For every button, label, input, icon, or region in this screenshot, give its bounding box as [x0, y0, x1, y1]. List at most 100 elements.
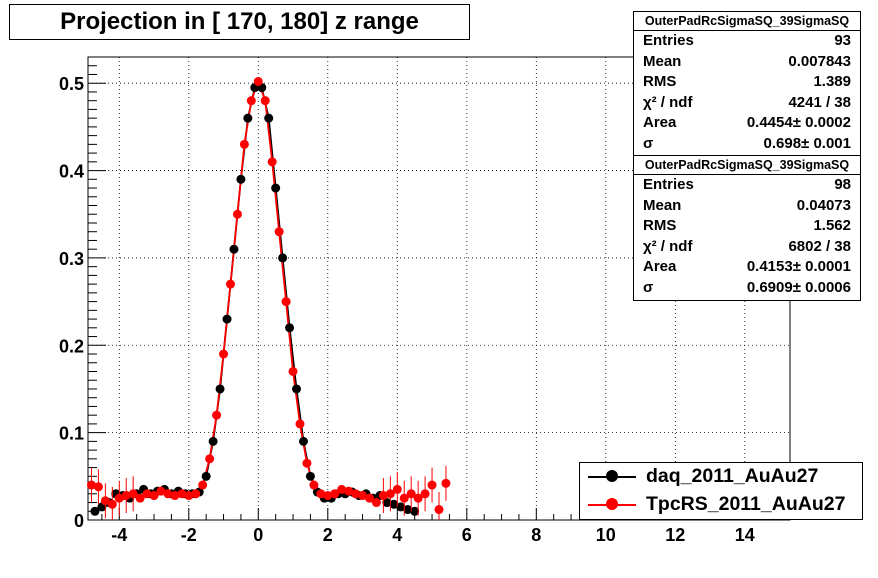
stats-value: 0.4153± 0.0001 — [746, 258, 851, 276]
stats-key: σ — [643, 134, 654, 152]
stats-row: Entries 98 — [634, 175, 860, 196]
point-tpcrs — [246, 96, 256, 106]
stats-value: 0.4454± 0.0002 — [746, 114, 851, 132]
point-tpcrs — [281, 297, 291, 307]
point-tpcrs — [392, 484, 402, 494]
point-daq — [389, 499, 399, 509]
point-tpcrs — [191, 489, 201, 499]
point-daq — [292, 384, 302, 394]
point-daq — [410, 506, 420, 516]
stats-value: 0.698± 0.001 — [763, 134, 851, 152]
point-tpcrs — [434, 505, 444, 515]
stats-value: 0.04073 — [796, 196, 851, 214]
point-daq — [229, 244, 239, 254]
axes: -4 -2 0 2 4 6 8 10 12 14 0 0.1 0.2 0.3 0.4 0.5 — [59, 65, 781, 545]
stats-row: χ² / ndf 4241 / 38 — [634, 93, 860, 114]
stats-row: RMS 1.562 — [634, 216, 860, 237]
point-tpcrs — [121, 491, 131, 501]
point-daq — [215, 384, 225, 394]
stats-key: χ² / ndf — [643, 237, 693, 255]
point-tpcrs — [378, 491, 388, 501]
stats-value: 1.389 — [813, 73, 851, 91]
point-daq — [285, 323, 295, 333]
point-daq — [403, 505, 413, 515]
point-tpcrs — [225, 279, 235, 289]
stats-key: χ² / ndf — [643, 93, 693, 111]
point-tpcrs — [156, 486, 166, 496]
stats-value: 0.007843 — [788, 52, 851, 70]
stats-row: Mean 0.04073 — [634, 196, 860, 217]
stats-key: Area — [643, 114, 677, 132]
stats-box-daq-name: OuterPadRcSigmaSQ_39SigmaSQ — [634, 12, 860, 31]
x-tick-label: 4 — [392, 525, 402, 545]
point-tpcrs — [420, 489, 430, 499]
point-daq — [222, 314, 232, 324]
point-tpcrs — [330, 489, 340, 499]
x-tick-label: 10 — [596, 525, 616, 545]
stats-value: 1.562 — [813, 217, 851, 235]
point-tpcrs — [358, 491, 368, 501]
point-tpcrs — [351, 489, 361, 499]
point-tpcrs — [344, 486, 354, 496]
point-daq — [264, 113, 274, 123]
point-tpcrs — [219, 349, 229, 359]
stats-key: Entries — [643, 32, 694, 49]
stats-value: 0.6909± 0.0006 — [746, 278, 851, 296]
point-daq — [271, 183, 281, 193]
point-tpcrs — [253, 76, 263, 86]
point-daq — [243, 113, 253, 123]
stats-box-tpcrs-name: OuterPadRcSigmaSQ_39SigmaSQ — [634, 156, 860, 175]
point-tpcrs — [274, 227, 284, 237]
x-tick-label: 8 — [531, 525, 541, 545]
point-daq — [305, 471, 315, 481]
y-tick-label: 0 — [74, 511, 84, 531]
point-tpcrs — [302, 458, 312, 468]
point-tpcrs — [239, 139, 249, 149]
point-daq — [396, 502, 406, 512]
point-tpcrs — [93, 482, 103, 492]
legend-marker-tpcrs — [606, 498, 618, 510]
legend-entry-daq: daq_2011_AuAu27 — [580, 463, 862, 491]
x-tick-label: 12 — [665, 525, 685, 545]
stats-row: Area 0.4153± 0.0001 — [634, 257, 860, 278]
stats-key: Entries — [643, 176, 694, 193]
stats-key: RMS — [643, 73, 677, 91]
point-tpcrs — [385, 489, 395, 499]
legend-label-tpcrs: TpcRS_2011_AuAu27 — [646, 493, 846, 515]
point-daq — [208, 436, 218, 446]
point-daq — [90, 506, 100, 516]
point-tpcrs — [205, 454, 215, 464]
point-tpcrs — [212, 410, 222, 420]
legend: daq_2011_AuAu27 TpcRS_2011_AuAu27 — [579, 462, 863, 520]
stats-value: 93 — [834, 32, 851, 49]
x-tick-label: 14 — [735, 525, 755, 545]
point-tpcrs — [198, 480, 208, 490]
point-tpcrs — [337, 484, 347, 494]
point-daq — [382, 498, 392, 508]
point-tpcrs — [107, 499, 117, 509]
legend-marker-daq — [606, 470, 618, 482]
point-tpcrs — [295, 419, 305, 429]
point-tpcrs — [441, 478, 451, 488]
legend-entry-tpcrs: TpcRS_2011_AuAu27 — [580, 491, 862, 519]
stats-value: 4241 / 38 — [788, 93, 851, 111]
x-tick-label: 2 — [323, 525, 333, 545]
stats-box-daq: OuterPadRcSigmaSQ_39SigmaSQ Entries 93 Me… — [633, 11, 861, 156]
point-tpcrs — [177, 489, 187, 499]
stats-row: Mean 0.007843 — [634, 52, 860, 73]
stats-key: Mean — [643, 52, 682, 70]
stats-row: Area 0.4454± 0.0002 — [634, 113, 860, 134]
point-tpcrs — [86, 480, 96, 490]
y-tick-label: 0.1 — [59, 424, 84, 444]
point-tpcrs — [163, 489, 173, 499]
point-tpcrs — [323, 491, 333, 501]
point-tpcrs — [427, 480, 437, 490]
stats-value: 6802 / 38 — [788, 237, 851, 255]
point-tpcrs — [364, 493, 374, 503]
y-tick-label: 0.5 — [59, 74, 84, 94]
y-tick-label: 0.3 — [59, 249, 84, 269]
stats-row: σ 0.6909± 0.0006 — [634, 278, 860, 299]
point-tpcrs — [135, 493, 145, 503]
point-daq — [278, 253, 288, 263]
x-tick-label: -2 — [181, 525, 197, 545]
